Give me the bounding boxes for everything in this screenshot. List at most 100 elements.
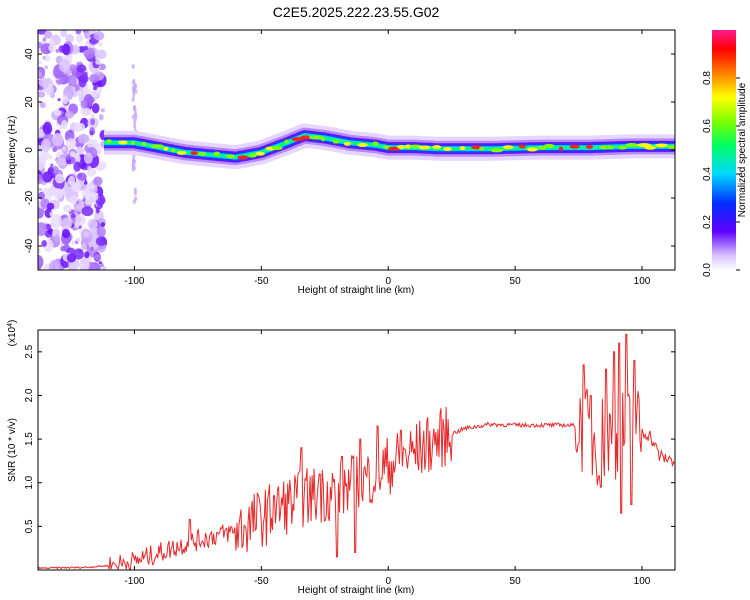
spectrogram-noise-blob: [132, 199, 136, 205]
spectrogram-noise-blob: [94, 253, 101, 261]
spectrogram-noise-blob: [49, 211, 54, 217]
spectrogram-noise-blob: [73, 248, 84, 260]
spectrogram-y-tick-label: 20: [24, 96, 35, 108]
spectrogram-noise-blob: [64, 110, 75, 119]
spectrogram-noise-blob: [38, 61, 43, 65]
snr-x-tick-label: 50: [510, 576, 522, 587]
colorbar-ticks: 0.0 0.2 0.4 0.6 0.8: [702, 71, 740, 277]
spectrogram-noise-blob: [83, 45, 89, 51]
spectrogram-noise-blob: [87, 165, 92, 171]
spectrogram-noise-blob: [41, 240, 47, 247]
spectrogram-noise-blob: [61, 95, 69, 105]
spectrogram-hotspot: [667, 145, 675, 150]
spectrogram-noise-blob: [90, 246, 94, 251]
spectrogram-noise-blob: [91, 242, 96, 247]
spectrogram-noise-blob: [55, 48, 60, 54]
snr-plot-area: [38, 330, 675, 570]
spectrogram-noise-blob: [93, 31, 105, 41]
spectrogram-noise-blob: [89, 73, 99, 84]
colorbar-label: Normalized spectral amplitude: [737, 82, 748, 217]
spectrogram-noise-blob: [133, 123, 137, 129]
colorbar-tick-label: 0.4: [702, 167, 713, 181]
spectrogram-noise-blob: [57, 98, 61, 102]
spectrogram-noise-blob: [61, 228, 71, 239]
spectrogram-noise-blob: [38, 254, 44, 269]
spectrogram-noise-blob: [46, 202, 55, 210]
spectrogram-noise-blob: [48, 259, 61, 270]
colorbar-gradient: [712, 30, 736, 270]
snr-y-tick-label: 1.5: [24, 432, 35, 446]
colorbar-tick-label: 0.8: [702, 71, 713, 85]
spectrogram-noise-blob: [43, 30, 53, 39]
spectrogram-noise-blob: [90, 113, 95, 118]
spectrogram-hotspot: [163, 146, 169, 151]
spectrogram-noise-blob: [76, 33, 83, 44]
spectrogram-noise-blob: [38, 191, 45, 200]
spectrogram-noise-blob: [60, 119, 68, 130]
spectrogram-panel: -100 -50 0 50 100 -40 -20 0 20 40 Height of stra…: [7, 29, 676, 296]
spectrogram-noise-blob: [58, 58, 71, 73]
spectrogram-noise-blob: [91, 102, 100, 114]
spectrogram-noise-blob: [38, 156, 42, 166]
spectrogram-noise-blob: [132, 154, 136, 160]
spectrogram-noise-blob: [44, 65, 49, 69]
spectrogram-noise-blob: [63, 151, 68, 157]
spectrogram-noise-blob: [96, 226, 106, 238]
spectrogram-hotspot: [140, 141, 147, 146]
spectrogram-noise-blob: [131, 63, 135, 69]
snr-series-line: [38, 333, 675, 570]
spectrogram-noise-blob: [83, 47, 95, 60]
spectrogram-noise-blob: [76, 64, 87, 73]
snr-x-tick-label: 0: [385, 576, 391, 587]
spectrogram-noise-blob: [69, 151, 76, 157]
snr-y-ticks: 0.5 1.0 1.5 2.0 2.5: [24, 344, 675, 533]
spectrogram-x-ticks: -100 -50 0 50 100: [124, 30, 651, 287]
spectrogram-ridge: [94, 123, 675, 170]
spectrogram-noise-blob: [81, 206, 94, 217]
spectrogram-noise-blob: [84, 251, 90, 259]
spectrogram-noise-blob: [132, 92, 136, 98]
spectrogram-noise-blob: [74, 122, 82, 133]
spectrogram-noise-blob: [38, 208, 45, 214]
spectrogram-noise-blob: [80, 99, 88, 109]
spectrogram-noise-blob: [100, 49, 104, 54]
spectrogram-x-axis-label: Height of straight line (km): [298, 285, 415, 296]
spectrogram-noise-blob: [40, 150, 50, 162]
spectrogram-noise-blob: [66, 138, 77, 148]
spectrogram-noise-blob: [131, 114, 135, 120]
spectrogram-hotspot: [543, 143, 555, 148]
spectrogram-noise-blob: [133, 159, 137, 165]
spectrogram-noise-blob: [75, 30, 82, 35]
snr-x-ticks: -100 -50 0 50 100: [124, 330, 651, 587]
spectrogram-noise-blob: [54, 173, 65, 184]
spectrogram-noise-blob: [48, 43, 56, 52]
snr-x-axis-label: Height of straight line (km): [298, 585, 415, 596]
spectrogram-noise-blob: [80, 242, 87, 251]
spectrogram-noise-blob: [133, 104, 137, 110]
spectrogram-noise-blob: [42, 121, 53, 135]
spectrogram-hotspot: [569, 144, 580, 149]
spectrogram-y-tick-label: -40: [24, 238, 35, 253]
spectrogram-noise-blob: [48, 154, 53, 160]
spectrogram-noise-blob: [60, 159, 67, 166]
spectrogram-hotspot: [176, 150, 187, 155]
spectrogram-hotspot: [372, 141, 379, 146]
spectrogram-noise-blob: [61, 43, 71, 56]
spectrogram-noise-blob: [38, 71, 42, 77]
spectrogram-noise-blob: [77, 133, 90, 144]
spectrogram-hotspot: [150, 144, 164, 149]
spectrogram-x-tick-label: -50: [254, 276, 269, 287]
spectrogram-hotspot: [308, 135, 323, 140]
spectrogram-noise-blob: [89, 130, 94, 136]
spectrogram-hotspot: [106, 139, 112, 144]
spectrogram-noise-blob: [50, 213, 63, 229]
spectrogram-hotspot: [418, 145, 431, 150]
spectrogram-noise-blob: [42, 81, 49, 89]
spectrogram-noise-blob: [40, 138, 51, 153]
spectrogram-noise-blob: [38, 187, 43, 192]
spectrogram-noise-blob: [66, 253, 77, 263]
spectrogram-noise-blob: [54, 234, 61, 244]
spectrogram-noise-blob: [85, 41, 89, 45]
spectrogram-noise-blob: [38, 129, 45, 138]
spectrogram-noise-blob: [76, 237, 81, 243]
